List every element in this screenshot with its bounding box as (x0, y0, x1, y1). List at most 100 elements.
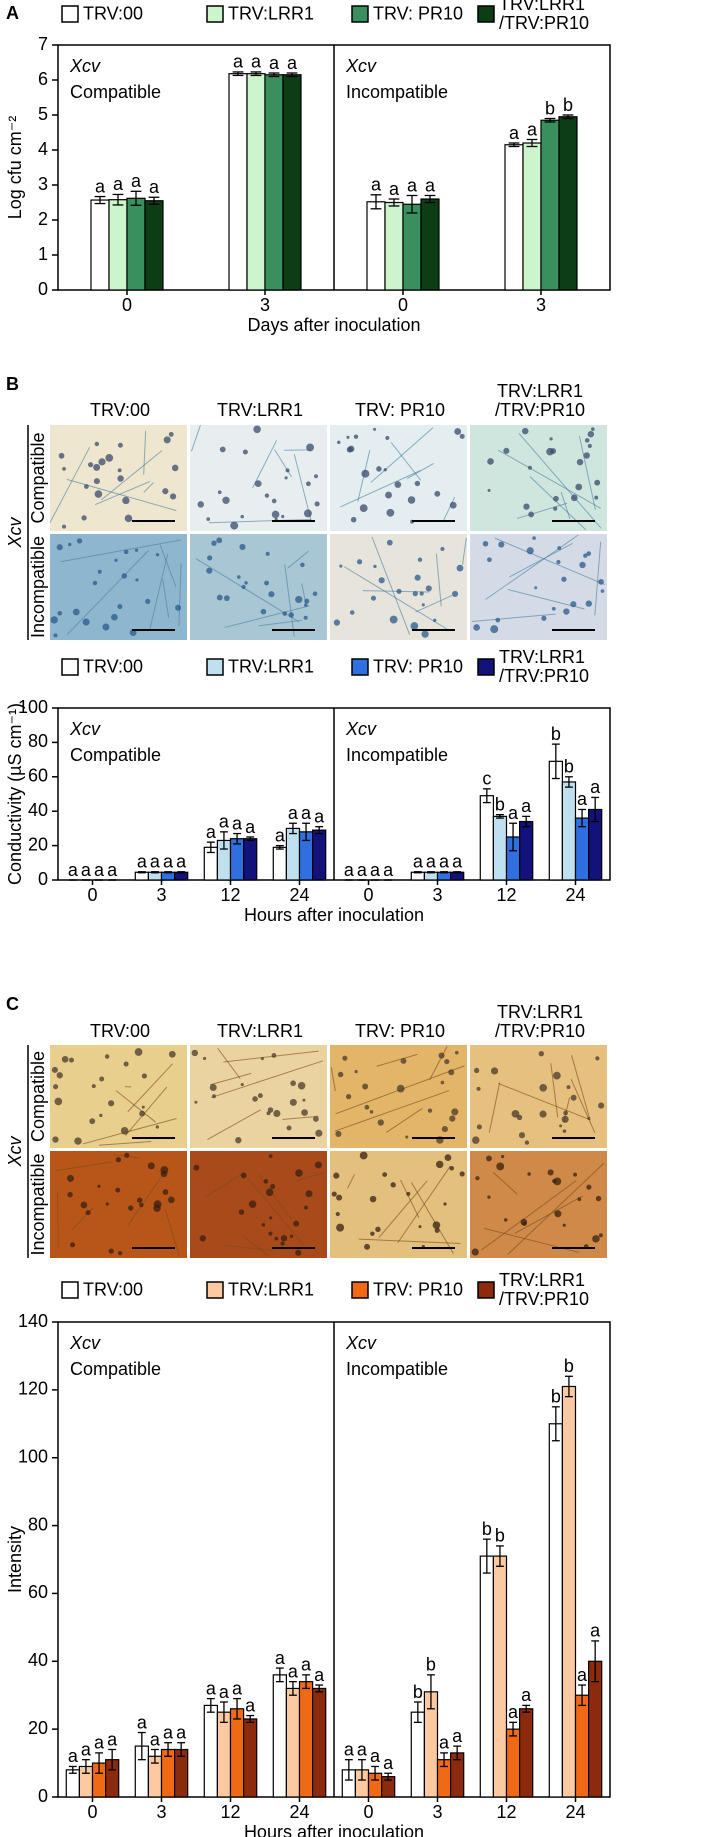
micrograph (470, 534, 607, 640)
significance-letter: a (371, 175, 382, 195)
stomata-dot (252, 1096, 258, 1102)
error-bar (275, 844, 284, 850)
stomata-dot (68, 542, 72, 547)
stomata-dot (211, 540, 217, 546)
stomata-dot (271, 498, 277, 504)
leaf-vein (164, 1209, 180, 1256)
leaf-vein (49, 447, 91, 523)
significance-letter: a (81, 1739, 92, 1759)
error-bar (371, 1765, 379, 1781)
micrograph (330, 425, 467, 531)
row-label: Incompatible (28, 536, 48, 638)
bar (479, 795, 494, 881)
stomata-dot (135, 578, 139, 582)
stomata-dot (212, 1094, 216, 1099)
stomata-dot (72, 608, 80, 616)
group-pathogen: Xcv (345, 719, 377, 739)
legend-swatch (477, 658, 495, 676)
stomata-dot (282, 611, 287, 616)
leaf-vein (435, 553, 442, 607)
stomata-dot (273, 1109, 281, 1117)
error-bar (130, 190, 142, 206)
stomata-dot (595, 1195, 602, 1202)
error-bar (496, 813, 504, 819)
group-pathogen: Xcv (345, 1333, 377, 1353)
bar (144, 200, 164, 291)
stomata-dot (236, 575, 241, 579)
error-bar (562, 114, 574, 120)
stomata-dot (216, 537, 223, 544)
stomata-dot (290, 1080, 296, 1087)
stomata-dot (300, 562, 305, 568)
significance-letter: a (219, 1682, 230, 1702)
legend-swatch (206, 5, 224, 23)
stomata-dot (98, 458, 106, 466)
stomata-dot (511, 1109, 520, 1118)
legend-swatch (477, 1281, 495, 1299)
error-bar (424, 194, 436, 204)
stomata-dot (254, 480, 262, 488)
stomata-dot (261, 1223, 266, 1227)
significance-letter: a (508, 803, 519, 823)
stomata-dot (590, 427, 595, 431)
stomata-dot (240, 514, 245, 519)
leaf-vein (507, 1162, 605, 1255)
error-bar (509, 1721, 517, 1737)
stomata-dot (524, 1140, 530, 1145)
bar (492, 1555, 508, 1798)
stomata-dot (295, 1169, 303, 1177)
error-bar (220, 1701, 228, 1724)
group-pathogen: Xcv (69, 1333, 101, 1353)
significance-letter: a (452, 1726, 463, 1746)
significance-letter: a (407, 175, 418, 195)
stomata-dot (349, 610, 355, 615)
significance-letter: a (275, 1648, 286, 1668)
legend-label: TRV:LRR1 (228, 1279, 315, 1300)
stomata-dot (362, 1083, 369, 1090)
legend-label: TRV:00 (83, 1279, 144, 1300)
stomata-dot (58, 452, 65, 459)
stomata-dot (539, 1083, 548, 1092)
stomata-dot (117, 468, 122, 473)
leaf-vein (149, 554, 169, 631)
y-tick-label: 80 (28, 731, 48, 751)
stomata-dot (239, 543, 246, 551)
stomata-dot (383, 468, 387, 472)
stomata-dot (441, 1126, 448, 1133)
stomata-dot (93, 478, 100, 485)
leaf-vein (371, 536, 411, 635)
leaf-vein (127, 1172, 165, 1227)
significance-letter: a (439, 851, 450, 871)
bar (519, 1708, 534, 1798)
stomata-dot (53, 633, 58, 638)
group-pathogen: Xcv (345, 56, 377, 76)
stomata-dot (376, 466, 382, 472)
stomata-dot (375, 1226, 381, 1233)
column-label: TRV:LRR1 /TRV:PR10 (494, 1002, 586, 1041)
error-bar (388, 198, 400, 207)
stomata-dot (312, 591, 318, 596)
x-tick-label: 3 (260, 295, 270, 315)
bar (65, 1769, 80, 1798)
leaf-vein (99, 1140, 152, 1146)
error-bar (370, 194, 382, 210)
significance-letter: a (577, 789, 588, 809)
significance-letter: a (426, 851, 437, 871)
stomata-dot (432, 1221, 441, 1229)
stomata-dot (369, 1110, 374, 1114)
stomata-dot (418, 1225, 422, 1229)
error-bar (177, 1742, 186, 1757)
error-bar (591, 1640, 600, 1683)
y-tick-label: 100 (18, 697, 48, 717)
error-bar (496, 1545, 504, 1567)
stomata-dot (171, 464, 179, 472)
micrograph (50, 534, 187, 640)
stomata-dot (370, 595, 377, 601)
significance-letter: a (287, 53, 298, 73)
stomata-dot (155, 553, 160, 557)
stomata-dot (305, 1190, 313, 1198)
stomata-dot (487, 488, 491, 492)
bar (243, 838, 258, 881)
stomata-dot (145, 598, 151, 604)
